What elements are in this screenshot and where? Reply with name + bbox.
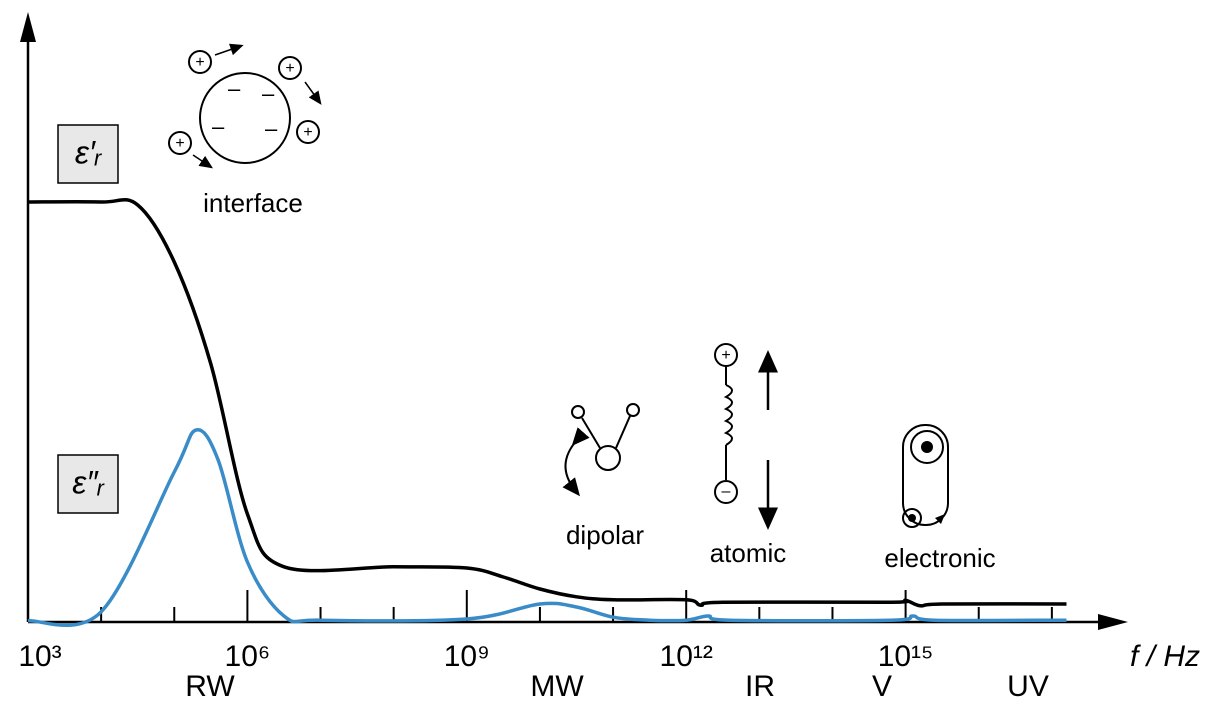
x-tick-label: 10¹² [660,640,713,673]
band-label: IR [745,670,775,703]
svg-text:–: – [228,76,241,101]
annotation: interface [203,188,303,218]
x-tick-label: 10⁹ [444,640,490,673]
interface-icon: –––– + + + + [169,47,319,165]
svg-text:+: + [721,347,730,364]
band-label: V [872,670,892,703]
legend-label: ε″ᵣ [72,464,104,500]
x-tick-label: 10⁶ [225,640,271,673]
svg-text:+: + [285,60,294,77]
svg-text:+: + [195,54,204,71]
x-tick-label: 10¹⁵ [878,640,934,673]
svg-text:+: + [175,135,184,152]
x-axis-label: f / Hz [1130,640,1200,673]
annotation: dipolar [566,520,644,550]
band-label: RW [185,670,235,703]
dipolar-icon [565,404,639,490]
svg-text:–: – [212,114,225,139]
electronic-icon [903,425,948,527]
x-tick-label: 10³ [18,640,61,673]
svg-text:–: – [262,81,275,106]
chart: f / Hz ε′ᵣ ε″ᵣ –––– + + + + interface di… [0,0,1228,709]
svg-text:–: – [722,483,731,500]
svg-text:+: + [303,124,312,141]
band-label: MW [530,670,584,703]
legend-label: ε′ᵣ [75,134,102,170]
band-label: UV [1007,670,1049,703]
svg-text:–: – [265,116,278,141]
atomic-icon: + – [715,344,768,520]
annotation: atomic [710,538,787,568]
y-axis-arrow [20,12,36,42]
x-axis-arrow [1098,614,1128,630]
annotation: electronic [884,543,995,573]
